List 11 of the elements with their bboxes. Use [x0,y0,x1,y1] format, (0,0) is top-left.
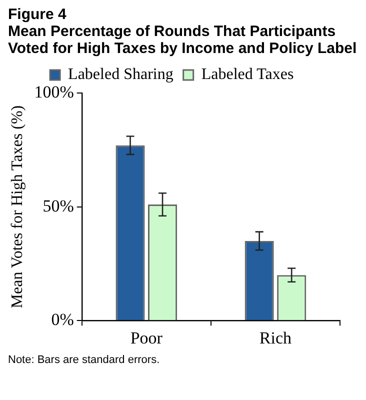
chart-subtitle: Mean Percentage of Rounds That Participants Voted for High Taxes by Income and Policy Label [8,23,358,57]
y-tick-label: 100% [34,82,74,102]
legend-label: Labeled Taxes [201,66,294,84]
chart-title: Figure 4 [8,6,68,23]
legend-label: Labeled Sharing [68,66,174,84]
y-tick-label: 0% [51,310,74,330]
y-axis-title: Mean Votes for High Taxes (%) [8,105,26,308]
x-tick-label: Poor [130,328,163,348]
x-tick-label: Rich [259,328,292,348]
text: Note: Bars are standard errors. [8,354,161,366]
y-tick-label: 50% [42,196,74,216]
